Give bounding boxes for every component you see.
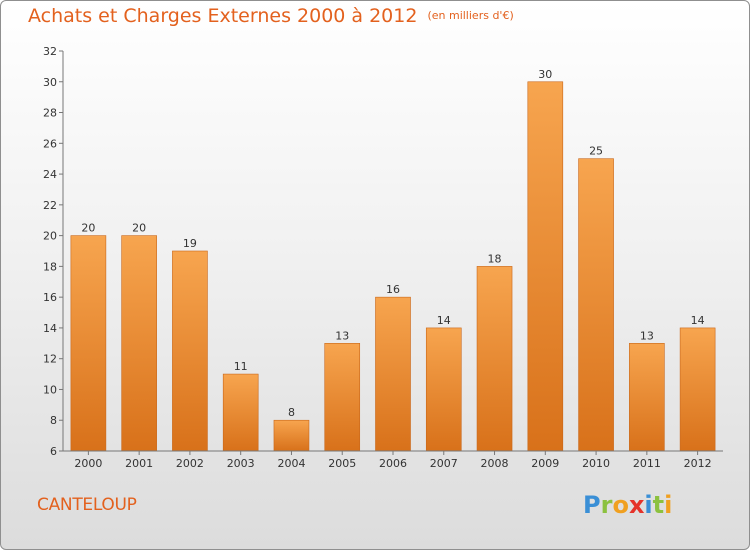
- chart-unit: (en milliers d'€): [427, 9, 514, 22]
- logo-letter: o: [612, 491, 629, 519]
- x-tick-label: 2004: [277, 457, 305, 470]
- logo-letter: t: [652, 491, 665, 519]
- y-tick-label: 8: [50, 414, 57, 427]
- place-name: CANTELOUP: [37, 495, 137, 515]
- y-tick-label: 30: [43, 76, 57, 89]
- x-tick-label: 2003: [227, 457, 255, 470]
- x-tick-label: 2008: [481, 457, 509, 470]
- bar: [425, 327, 462, 452]
- bar: [70, 235, 107, 452]
- data-label: 30: [538, 68, 552, 81]
- data-label: 11: [234, 360, 248, 373]
- bar: [375, 296, 411, 452]
- y-tick-label: 10: [43, 383, 57, 396]
- bar: [222, 373, 259, 452]
- chart-title-text: Achats et Charges Externes 2000 à 2012: [28, 5, 418, 27]
- bar: [172, 250, 208, 452]
- data-label: 14: [437, 314, 451, 327]
- x-tick-label: 2000: [74, 457, 102, 470]
- y-tick-label: 6: [50, 445, 57, 458]
- y-tick-label: 14: [43, 322, 57, 335]
- y-axis: 6 8 10 12 14 16 18 20 22 24 26 28 30 32: [43, 45, 64, 458]
- data-label: 13: [335, 329, 349, 342]
- bar: [578, 158, 614, 452]
- bar: [527, 81, 564, 452]
- x-tick-label: 2002: [176, 457, 204, 470]
- y-tick-label: 12: [43, 353, 57, 366]
- bar: [476, 266, 513, 452]
- y-tick-label: 28: [43, 107, 57, 120]
- x-tick-label: 2006: [379, 457, 407, 470]
- data-label: 13: [640, 329, 654, 342]
- bars: 20 20 19 11 8 13 16 14 18 30 25 13 14: [70, 68, 716, 452]
- y-tick-label: 18: [43, 260, 57, 273]
- data-label: 8: [288, 406, 295, 419]
- data-label: 20: [81, 222, 95, 235]
- logo-letter: P: [583, 491, 601, 519]
- x-tick-label: 2012: [684, 457, 712, 470]
- bar: [273, 419, 310, 452]
- y-tick-label: 16: [43, 291, 57, 304]
- y-tick-label: 24: [43, 168, 57, 181]
- data-label: 16: [386, 283, 400, 296]
- bar: [629, 343, 665, 452]
- bar: [679, 327, 716, 452]
- data-label: 18: [488, 252, 502, 265]
- bar: [324, 343, 361, 452]
- data-label: 20: [132, 222, 146, 235]
- x-axis: 2000 2001 2002 2003 2004 2005 2006 2007 2008 2009…: [63, 450, 723, 470]
- proxiti-logo: Proxiti: [583, 491, 672, 519]
- x-tick-label: 2001: [125, 457, 153, 470]
- chart-title: Achats et Charges Externes 2000 à 2012 (e…: [28, 5, 514, 27]
- x-tick-label: 2011: [633, 457, 661, 470]
- y-tick-label: 20: [43, 230, 57, 243]
- logo-letter: i: [664, 491, 673, 519]
- logo-letter: r: [600, 491, 613, 519]
- y-tick-label: 32: [43, 45, 57, 58]
- logo-letter: i: [644, 491, 653, 519]
- x-tick-label: 2009: [531, 457, 559, 470]
- bar: [121, 235, 157, 452]
- y-tick-label: 22: [43, 199, 57, 212]
- data-label: 19: [183, 237, 197, 250]
- y-tick-label: 26: [43, 137, 57, 150]
- x-tick-label: 2007: [430, 457, 458, 470]
- x-tick-label: 2010: [582, 457, 610, 470]
- data-label: 14: [691, 314, 705, 327]
- x-tick-label: 2005: [328, 457, 356, 470]
- logo-letter: x: [628, 491, 645, 519]
- data-label: 25: [589, 145, 603, 158]
